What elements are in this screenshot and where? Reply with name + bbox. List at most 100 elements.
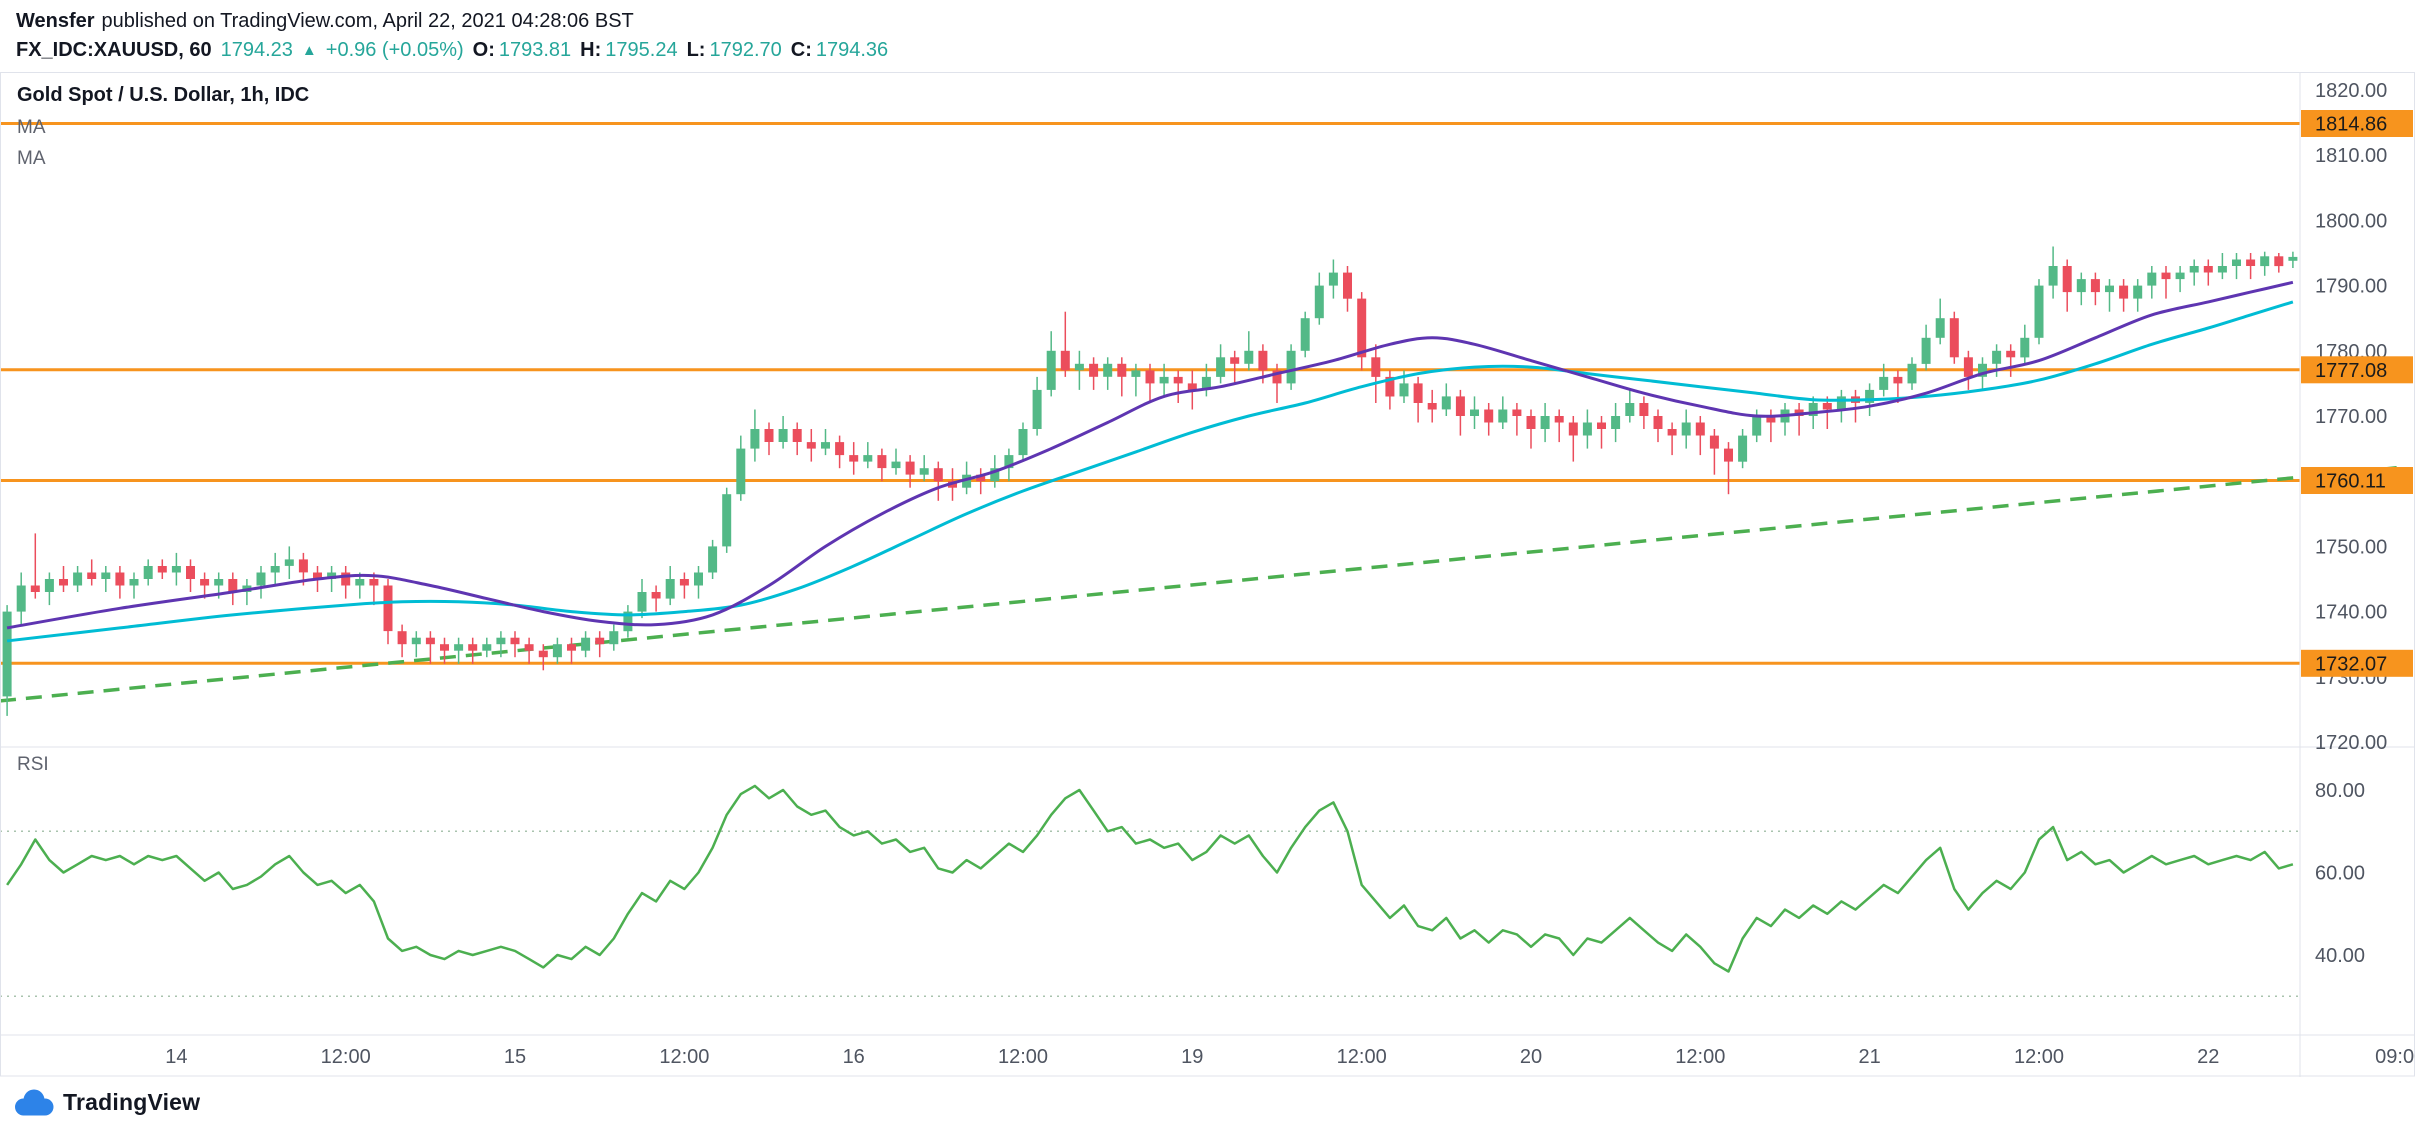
candle-body: [1032, 389, 1042, 429]
time-tick-label: 12:00: [1675, 1046, 1725, 1068]
candle-body: [468, 644, 478, 651]
candle-body: [778, 429, 788, 442]
candle-body: [806, 442, 816, 449]
rsi-pane-legend[interactable]: RSI: [17, 754, 49, 775]
candle-body: [552, 644, 562, 658]
ma-indicator-label[interactable]: MA: [17, 117, 46, 138]
candle-body: [200, 579, 210, 586]
price-tick-label: 1790.00: [2315, 276, 2387, 298]
candle-body: [1695, 422, 1705, 436]
candle-body: [1413, 383, 1423, 403]
candle-body: [397, 631, 407, 645]
open-label: O:: [472, 39, 495, 61]
time-tick-label: 14: [165, 1046, 187, 1068]
pane-title: Gold Spot / U.S. Dollar, 1h, IDC: [17, 84, 310, 106]
candle-body: [59, 579, 68, 586]
candle-body: [157, 566, 167, 573]
candle-body: [792, 429, 802, 442]
candle-body: [863, 455, 873, 462]
level-price-label-box: [2301, 467, 2413, 494]
level-lines[interactable]: [0, 122, 2300, 665]
candle-body: [2, 611, 12, 697]
price-tick-label: 1810.00: [2315, 145, 2387, 167]
candle-body: [101, 572, 111, 579]
candle-body: [609, 631, 619, 645]
price-axis[interactable]: 1820.001810.001800.001790.001780.001770.…: [2301, 80, 2413, 967]
time-tick-label: 22: [2197, 1046, 2219, 1068]
main-pane-legend: Gold Spot / U.S. Dollar, 1h, IDC MA MA: [17, 84, 309, 179]
cloud-icon: [15, 1089, 54, 1116]
published-text: published on TradingView.com, April 22, …: [101, 10, 634, 32]
author-name: Wensfer: [16, 10, 95, 32]
candle-body: [1484, 409, 1494, 423]
candle-body: [1625, 403, 1635, 416]
candle-body: [1766, 416, 1776, 423]
tradingview-logo[interactable]: [14, 1089, 54, 1116]
candle-body: [1187, 383, 1197, 390]
change-up-arrow-icon: ▲: [301, 42, 317, 59]
price-chart-svg[interactable]: 1820.001810.001800.001790.001780.001770.…: [0, 72, 2415, 1077]
candle-body: [1074, 363, 1084, 371]
candle-body: [1314, 285, 1324, 319]
candle-body: [2076, 279, 2086, 293]
candle-body: [1738, 435, 1748, 462]
price-tick-label: 1740.00: [2315, 602, 2387, 624]
level-price-label: 1814.86: [2315, 114, 2387, 136]
candle-body: [764, 429, 774, 442]
candle-body: [1949, 318, 1959, 358]
rsi-line[interactable]: [6, 784, 2294, 973]
candle-body: [1597, 422, 1606, 429]
candle-body: [1258, 350, 1268, 371]
candle-body: [2034, 285, 2044, 338]
candle-body: [1568, 422, 1578, 436]
time-tick-label: 12:00: [2014, 1046, 2064, 1068]
price-tick-label: 1820.00: [2315, 80, 2387, 102]
candle-body: [1582, 422, 1592, 436]
candle-body: [1992, 350, 2002, 364]
candle-body: [186, 566, 195, 579]
level-price-label-box: [2301, 356, 2413, 384]
candle-body: [962, 474, 972, 488]
candle-body: [1667, 429, 1677, 436]
rsi-tick-label: 80.00: [2315, 780, 2365, 802]
candle-body: [496, 637, 506, 645]
level-price-label: 1777.08: [2315, 360, 2387, 382]
candle-body: [1498, 409, 1508, 423]
candle-body: [2020, 337, 2030, 358]
level-price-label: 1760.11: [2315, 471, 2386, 493]
rsi-tick-label: 40.00: [2315, 945, 2365, 967]
level-price-label-box: [2301, 110, 2413, 137]
candle-body: [524, 644, 534, 651]
ma-indicator-label[interactable]: MA: [17, 148, 46, 169]
candle-body: [2232, 259, 2241, 266]
time-tick-label: 21: [1858, 1046, 1880, 1068]
candle-body: [383, 585, 393, 632]
candle-body: [1371, 357, 1381, 377]
symbol-interval: FX_IDC:XAUUSD, 60: [16, 39, 212, 61]
candle-body: [214, 579, 224, 586]
ma-cyan-line[interactable]: [6, 300, 2294, 643]
low-label: L:: [686, 39, 706, 61]
candle-body: [1978, 363, 1987, 377]
candle-body: [1611, 416, 1621, 429]
low-value: L: 1792.70: [687, 38, 782, 62]
time-tick-label: 19: [1181, 1046, 1203, 1068]
time-axis[interactable]: 14 12:00 15 12:00 16 12:00 19 12:00 20 12:00 21 12:…: [165, 1046, 2415, 1068]
level-price-label: 1732.07: [2315, 653, 2387, 675]
chart-container[interactable]: 1820.00 1810.00 1800.00 1790.00 1780.00 1770.…: [0, 72, 2415, 1077]
candle-body: [1836, 396, 1846, 410]
candle-body: [1117, 363, 1127, 377]
ma-purple-line[interactable]: [6, 280, 2294, 630]
high-label: H:: [580, 39, 602, 61]
candles-layer[interactable]: [2, 246, 2298, 716]
candle-body: [313, 572, 322, 579]
candle-body: [581, 637, 591, 651]
candle-body: [835, 442, 845, 456]
candle-body: [2133, 285, 2143, 299]
candle-body: [990, 468, 1000, 482]
candle-body: [722, 494, 732, 547]
candle-body: [270, 566, 280, 573]
level-price-label-box: [2301, 649, 2413, 677]
candle-body: [2062, 266, 2072, 293]
trendline[interactable]: [0, 465, 2406, 703]
